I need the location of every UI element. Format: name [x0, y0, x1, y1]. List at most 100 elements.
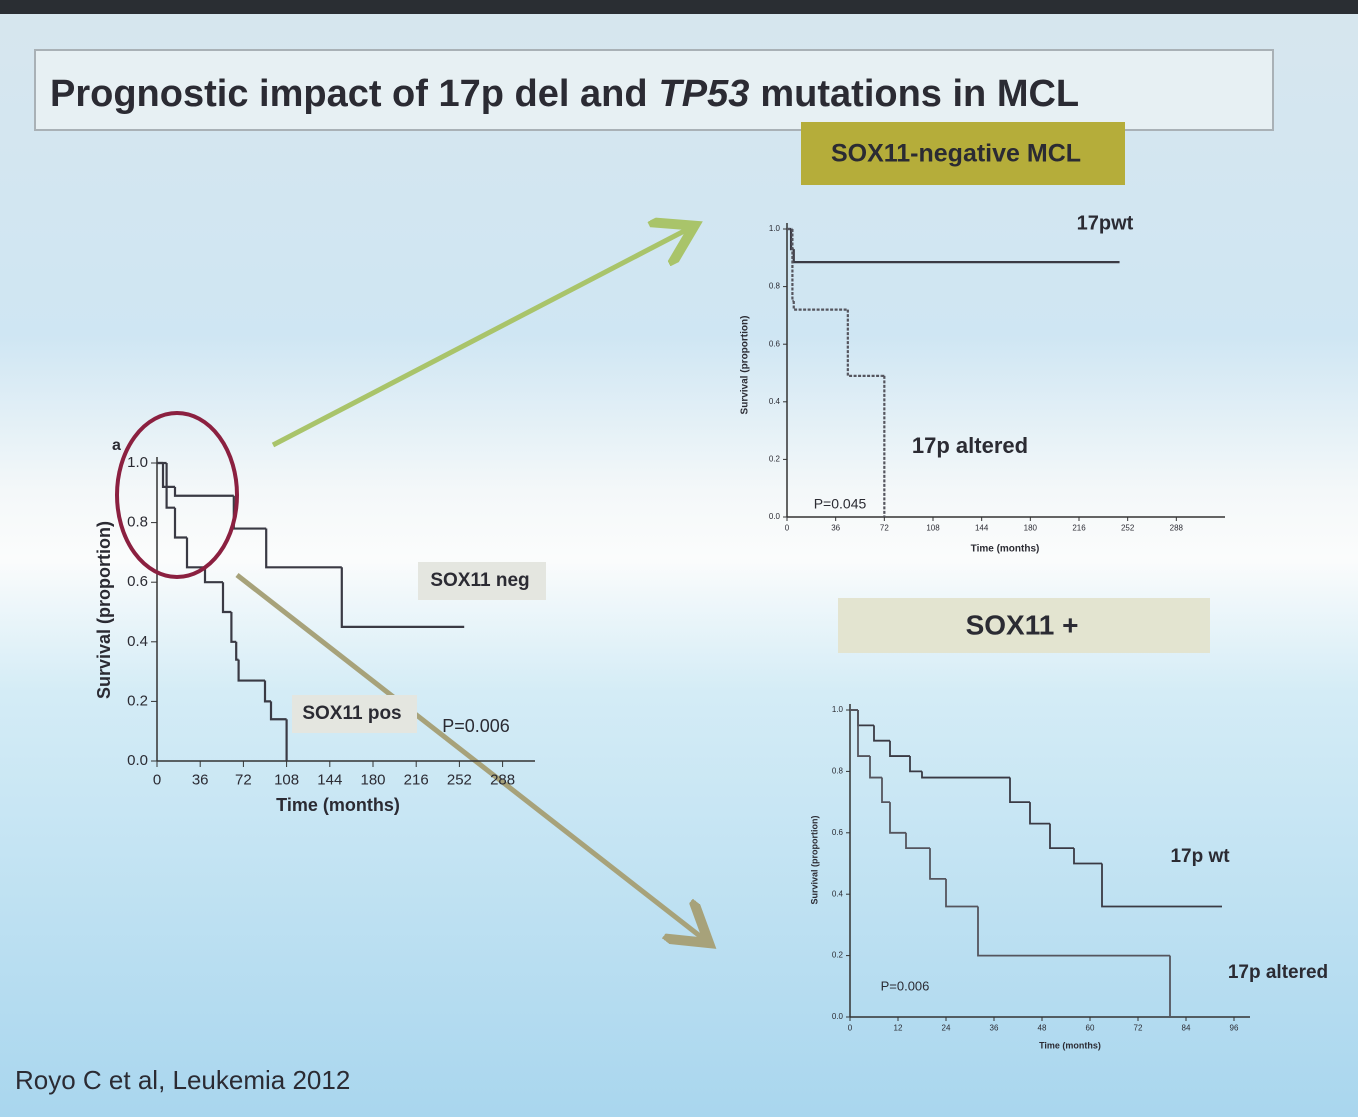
arrow — [235, 573, 705, 940]
y-tick-label: 1.0 — [127, 454, 148, 471]
survival-step — [857, 710, 870, 757]
series-label: 17pwt — [1077, 212, 1134, 234]
x-tick-label: 288 — [490, 771, 515, 788]
p-value: P=0.045 — [814, 496, 867, 512]
p-value: P=0.006 — [442, 716, 510, 736]
y-axis-label: Survival (proportion) — [94, 521, 114, 699]
title-part: TP53 — [659, 73, 750, 115]
series-label: 17p altered — [1228, 962, 1328, 983]
p-value: P=0.006 — [881, 978, 930, 993]
x-axis-label: Time (months) — [276, 795, 400, 815]
citation: Royo C et al, Leukemia 2012 — [15, 1065, 350, 1095]
survival-step — [889, 802, 906, 834]
chart-banner — [838, 598, 1210, 653]
x-tick-label: 216 — [1072, 523, 1086, 532]
x-axis-label: Time (months) — [1039, 1040, 1101, 1050]
survival-step — [173, 486, 234, 497]
survival-step — [909, 756, 922, 773]
slide-title: Prognostic impact of 17p del and TP53 muta… — [50, 73, 1079, 115]
y-tick-label: 0.4 — [127, 633, 148, 650]
y-tick-label: 0.0 — [769, 512, 781, 521]
x-tick-label: 0 — [785, 523, 790, 532]
survival-step — [881, 777, 890, 803]
survival-step — [1029, 802, 1050, 825]
series-label: 17p altered — [912, 433, 1028, 458]
x-tick-label: 288 — [1170, 523, 1184, 532]
x-tick-label: 72 — [880, 523, 889, 532]
title-part: mutations in MCL — [760, 73, 1079, 115]
survival-step — [873, 725, 890, 742]
x-tick-label: 12 — [894, 1023, 903, 1032]
title-box — [34, 49, 1274, 131]
survival-step — [340, 567, 465, 628]
survival-step — [921, 771, 1010, 779]
panel-label: a — [112, 437, 121, 454]
x-tick-label: 144 — [317, 771, 342, 788]
y-tick-label: 0.0 — [127, 752, 148, 769]
x-tick-label: 252 — [1121, 523, 1135, 532]
series-label-box — [292, 695, 417, 733]
x-tick-label: 108 — [274, 771, 299, 788]
x-tick-label: 96 — [1230, 1023, 1239, 1032]
y-tick-label: 0.6 — [832, 828, 844, 837]
survival-step — [1049, 823, 1074, 850]
survival-step — [265, 528, 342, 569]
x-tick-label: 216 — [404, 771, 429, 788]
title-part: Prognostic impact of 17p del and — [50, 73, 648, 115]
km-chart: 0 36 72 108 144 180 216 252 288 0.0 0.2 0.4 0.6 0.8 1.… — [94, 437, 546, 815]
x-tick-label: 180 — [360, 771, 385, 788]
x-tick-label: 36 — [990, 1023, 999, 1032]
y-tick-label: 0.8 — [769, 282, 781, 291]
survival-step — [263, 680, 271, 703]
x-tick-label: 252 — [447, 771, 472, 788]
y-tick-label: 0.2 — [127, 692, 148, 709]
survival-step — [230, 612, 237, 643]
survival-step — [905, 832, 930, 850]
survival-step — [269, 701, 287, 721]
survival-step — [929, 848, 946, 880]
y-tick-label: 0.6 — [769, 339, 781, 348]
survival-step — [977, 906, 1170, 957]
x-tick-label: 48 — [1038, 1023, 1047, 1032]
x-tick-label: 60 — [1086, 1023, 1095, 1032]
survival-step — [165, 463, 175, 509]
x-tick-label: 84 — [1182, 1023, 1191, 1032]
y-tick-label: 1.0 — [769, 224, 781, 233]
y-axis-label: Survival (proportion) — [740, 316, 751, 415]
x-tick-label: 72 — [235, 771, 252, 788]
survival-step — [945, 878, 978, 908]
y-tick-label: 1.0 — [832, 705, 844, 714]
y-tick-label: 0.2 — [769, 455, 781, 464]
x-tick-label: 0 — [153, 771, 161, 788]
y-tick-label: 0.0 — [832, 1012, 844, 1021]
y-tick-label: 0.2 — [832, 951, 844, 960]
y-tick-label: 0.4 — [769, 397, 781, 406]
chart-banner — [801, 122, 1125, 185]
survival-step — [1073, 848, 1102, 865]
arrow — [271, 228, 690, 448]
km-chart: SOX11 + 0 12 24 36 48 60 72 84 96 0.0 0.2 0.4 0.6 0.8 1… — [809, 598, 1328, 1050]
survival-step — [161, 463, 175, 488]
survival-step — [1009, 777, 1030, 803]
y-axis-label: Survival (proportion) — [809, 815, 819, 904]
x-tick-label: 0 — [848, 1023, 853, 1032]
survival-step — [792, 249, 1120, 264]
survival-step — [173, 507, 187, 539]
x-tick-label: 72 — [1134, 1023, 1143, 1032]
survival-step — [203, 567, 223, 584]
y-tick-label: 0.6 — [127, 573, 148, 590]
chart-title: SOX11-negative MCL — [831, 140, 1081, 168]
survival-step — [889, 740, 910, 757]
survival-step — [869, 756, 882, 779]
survival-step — [1101, 863, 1222, 908]
survival-step — [792, 301, 848, 311]
x-axis-label: Time (months) — [971, 544, 1040, 555]
x-tick-label: 24 — [942, 1023, 951, 1032]
top-edge — [0, 0, 1358, 14]
survival-step — [237, 659, 265, 682]
charts: 0 36 72 108 144 180 216 252 288 0.0 0.2 0.4 0.6 0.8 1.… — [94, 122, 1328, 1050]
x-tick-label: 36 — [831, 523, 840, 532]
survival-step — [221, 582, 232, 614]
